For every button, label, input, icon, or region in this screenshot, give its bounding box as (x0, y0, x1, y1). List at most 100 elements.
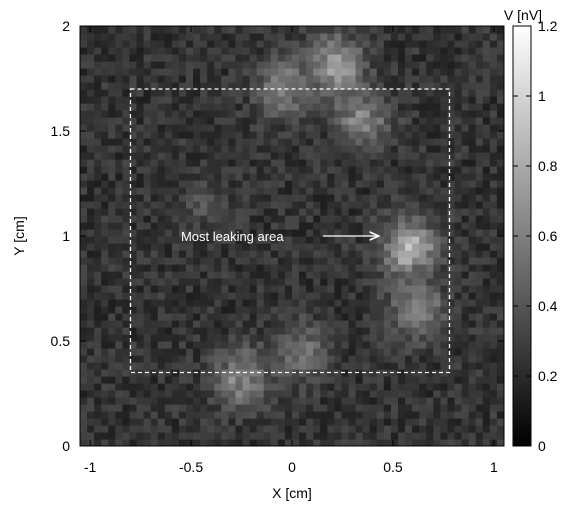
heatmap-cell (256, 271, 265, 279)
heatmap-cell (277, 334, 286, 342)
heatmap-cell (263, 264, 272, 272)
heatmap-cell (383, 306, 392, 314)
heatmap-cell (164, 418, 173, 426)
heatmap-cell (447, 54, 456, 62)
heatmap-cell (178, 236, 187, 244)
heatmap-cell (150, 152, 159, 160)
heatmap-cell (277, 278, 286, 286)
heatmap-cell (426, 383, 434, 391)
heatmap-cell (256, 138, 265, 146)
heatmap-cell (461, 103, 470, 111)
heatmap-cell (143, 285, 152, 293)
heatmap-cell (186, 110, 194, 118)
heatmap-cell (242, 299, 251, 307)
heatmap-cell (383, 257, 392, 265)
heatmap-cell (221, 40, 229, 48)
heatmap-cell (284, 103, 293, 111)
heatmap-cell (157, 236, 166, 244)
heatmap-cell (447, 306, 456, 314)
heatmap-cell (193, 180, 201, 188)
heatmap-cell (94, 425, 102, 433)
heatmap-cell (376, 201, 385, 209)
heatmap-cell (249, 313, 258, 321)
x-tick-label: 0.5 (383, 459, 403, 475)
heatmap-cell (207, 96, 215, 104)
heatmap-cell (249, 215, 258, 223)
heatmap-cell (398, 383, 406, 391)
heatmap-cell (334, 341, 343, 349)
heatmap-cell (193, 292, 201, 300)
heatmap-cell (115, 187, 123, 195)
heatmap-cell (122, 222, 131, 230)
heatmap-cell (164, 89, 173, 97)
heatmap-cell (398, 369, 406, 377)
heatmap-cell (327, 54, 335, 62)
heatmap-cell (320, 236, 328, 244)
heatmap-cell (362, 26, 371, 34)
heatmap-cell (313, 117, 321, 125)
heatmap-cell (419, 68, 427, 76)
heatmap-cell (419, 432, 427, 440)
heatmap-cell (122, 68, 131, 76)
heatmap-cell (94, 152, 102, 160)
heatmap-cell (362, 383, 371, 391)
heatmap-cell (101, 348, 109, 356)
heatmap-cell (193, 96, 201, 104)
heatmap-cell (433, 425, 441, 433)
heatmap-cell (263, 250, 272, 258)
heatmap-cell (207, 201, 215, 209)
heatmap-cell (150, 278, 159, 286)
heatmap-cell (412, 425, 420, 433)
heatmap-cell (263, 348, 272, 356)
heatmap-cell (101, 82, 109, 90)
heatmap-cell (157, 215, 166, 223)
heatmap-cell (171, 355, 180, 363)
heatmap-cell (284, 432, 293, 440)
heatmap-cell (235, 75, 244, 83)
heatmap-cell (157, 362, 166, 370)
heatmap-cell (496, 110, 504, 118)
heatmap-cell (461, 124, 470, 132)
heatmap-cell (235, 278, 244, 286)
heatmap-cell (475, 348, 484, 356)
heatmap-cell (369, 40, 378, 48)
heatmap-cell (214, 33, 222, 41)
heatmap-cell (242, 187, 251, 195)
heatmap-cell (405, 320, 413, 328)
heatmap-cell (475, 257, 484, 265)
heatmap-cell (468, 285, 477, 293)
heatmap-cell (433, 159, 441, 167)
heatmap-cell (348, 439, 357, 446)
heatmap-cell (447, 264, 456, 272)
heatmap-cell (186, 187, 194, 195)
heatmap-cell (327, 26, 335, 34)
heatmap-cell (398, 411, 406, 419)
heatmap-cell (320, 68, 328, 76)
heatmap-cell (496, 96, 504, 104)
heatmap-cell (355, 208, 364, 216)
heatmap-cell (447, 138, 456, 146)
heatmap-cell (87, 383, 95, 391)
heatmap-cell (207, 229, 215, 237)
heatmap-cell (320, 299, 328, 307)
heatmap-cell (299, 432, 307, 440)
heatmap-cell (292, 313, 300, 321)
heatmap-cell (164, 285, 173, 293)
heatmap-cell (440, 334, 449, 342)
heatmap-cell (256, 355, 265, 363)
heatmap-cell (270, 117, 279, 125)
heatmap-cell (214, 222, 222, 230)
heatmap-cell (277, 75, 286, 83)
heatmap-cell (122, 327, 131, 335)
heatmap-cell (398, 292, 406, 300)
heatmap-cell (200, 320, 208, 328)
heatmap-cell (249, 250, 258, 258)
heatmap-cell (454, 355, 463, 363)
heatmap-cell (284, 201, 293, 209)
heatmap-cell (87, 40, 95, 48)
heatmap-cell (122, 292, 131, 300)
heatmap-cell (468, 327, 477, 335)
heatmap-cell (221, 117, 229, 125)
heatmap-cell (178, 166, 187, 174)
heatmap-cell (193, 208, 201, 216)
